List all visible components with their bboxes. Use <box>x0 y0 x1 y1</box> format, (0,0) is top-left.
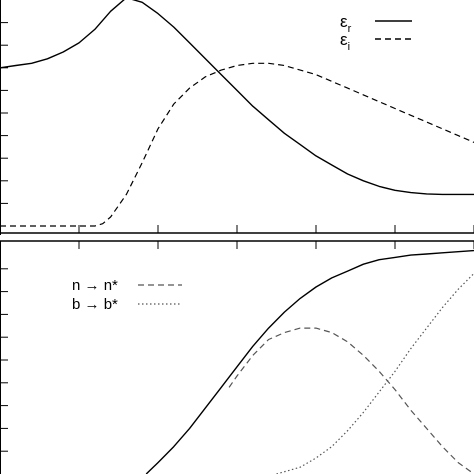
bottom-panel-y-ticks <box>0 268 8 452</box>
top-panel-series <box>0 0 474 227</box>
bottom-legend: n → n* b → b* <box>72 277 182 313</box>
top-panel-x-ticks <box>78 225 474 233</box>
bottom-panel-x-ticks <box>78 241 474 249</box>
top-panel-y-ticks <box>0 22 8 204</box>
top-legend: εr εi <box>340 12 412 53</box>
legend-label-epsilon-i: εi <box>340 30 350 53</box>
legend-label-epsilon-r: εr <box>340 12 352 35</box>
legend-label-b-to-b-star: b → b* <box>72 296 118 313</box>
top-series-line-0 <box>0 0 474 196</box>
top-panel: εr εi <box>0 0 474 235</box>
bottom-panel-series <box>145 249 474 474</box>
bottom-series-line-1 <box>228 327 474 474</box>
top-series-line-1 <box>0 62 474 227</box>
bottom-panel: n → n* b → b* <box>0 240 474 474</box>
bottom-series-line-2 <box>276 272 474 474</box>
legend-label-n-to-n-star: n → n* <box>72 277 118 294</box>
bottom-series-line-0 <box>145 249 474 474</box>
